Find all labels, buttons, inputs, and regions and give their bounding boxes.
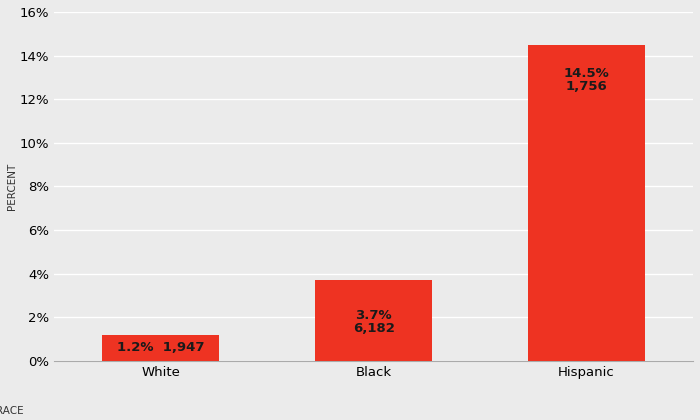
Bar: [102, 335, 219, 361]
Bar: [315, 280, 432, 361]
Text: 1.2%  1,947: 1.2% 1,947: [117, 341, 204, 354]
Bar: [528, 45, 645, 361]
X-axis label: RACE: RACE: [0, 407, 23, 416]
Text: 6,182: 6,182: [353, 322, 395, 335]
Text: 14.5%: 14.5%: [564, 66, 610, 79]
Y-axis label: PERCENT: PERCENT: [7, 163, 17, 210]
Text: 3.7%: 3.7%: [356, 309, 392, 322]
Text: 1,756: 1,756: [566, 80, 608, 93]
